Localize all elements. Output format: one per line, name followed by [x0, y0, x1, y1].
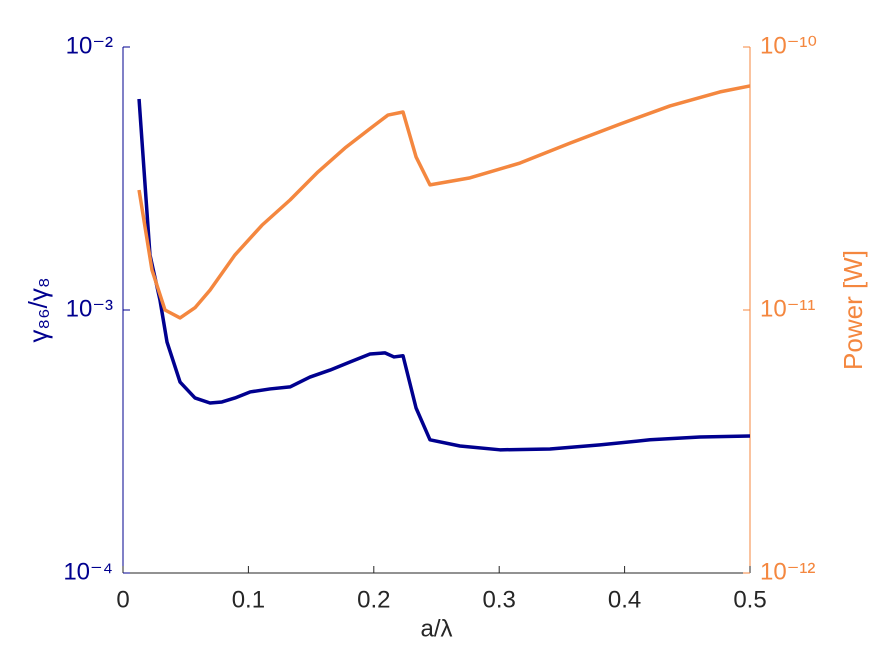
y2-axis-label: Power [W]	[838, 250, 868, 370]
y2-tick-label: 10⁻¹¹	[760, 295, 815, 322]
x-tick-label: 0.4	[608, 586, 641, 613]
data-line	[137, 84, 751, 320]
y-tick-label: 10⁻²	[66, 32, 113, 59]
data-line	[137, 98, 751, 452]
y2-tick-label: 10⁻¹⁰	[760, 32, 817, 59]
x-tick-label: 0	[116, 586, 129, 613]
x-tick-label: 0.1	[232, 586, 265, 613]
x-tick-label: 0.3	[483, 586, 516, 613]
x-tick-label: 0.5	[733, 586, 766, 613]
y-axis-label: γ₈₆/γ₈	[23, 277, 53, 342]
y-tick-label: 10⁻⁴	[63, 558, 113, 585]
y-tick-label: 10⁻³	[66, 295, 113, 322]
x-axis-label: a/λ	[420, 615, 452, 642]
x-tick-label: 0.2	[357, 586, 390, 613]
y2-tick-label: 10⁻¹²	[760, 558, 815, 585]
